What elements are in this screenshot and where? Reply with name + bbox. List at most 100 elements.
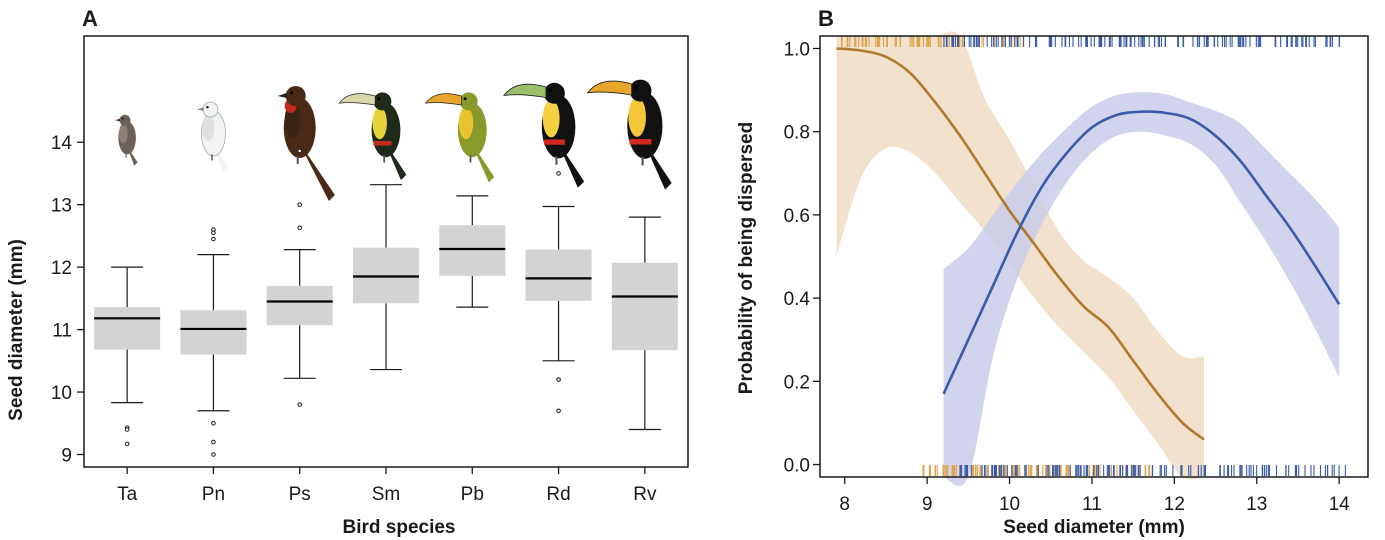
panel-b-confidence-bands (836, 31, 1340, 486)
bird-eye (206, 106, 209, 109)
panel-b-x-axis-label: Seed diameter (mm) (1003, 517, 1185, 538)
channel-billed-toucan-icon (503, 82, 585, 188)
outlier-point (556, 408, 561, 414)
y-tick-label: 11 (52, 321, 72, 342)
bird-head (119, 114, 131, 126)
bird-eye (290, 91, 294, 95)
outlier-point (556, 171, 561, 176)
bird-eye (634, 85, 638, 90)
panel-b-rug-marks (841, 36, 1346, 476)
panel-b-y-axis-label: Probability of being dispersed (736, 122, 757, 394)
box-ps (266, 148, 333, 407)
bird-head (373, 92, 392, 111)
bird-chest (458, 106, 474, 140)
small-brown-bird-icon (115, 114, 138, 166)
x-tick-label: 8 (839, 494, 850, 515)
bird-head (202, 101, 219, 118)
outlier-point (124, 441, 130, 447)
box-ta (94, 266, 161, 447)
yellow-toucanet-icon (424, 92, 495, 183)
y-tick-label: 9 (61, 446, 72, 467)
guan-icon (277, 86, 335, 201)
bird-head (543, 82, 565, 104)
iqr-box (611, 262, 678, 351)
iqr-box (180, 310, 247, 355)
bird-head (629, 79, 652, 102)
x-tick-label: Sm (372, 484, 401, 505)
y-tick-label: 1.0 (784, 39, 810, 60)
bird-bill (586, 80, 633, 96)
x-tick-label: Pb (461, 484, 484, 505)
panel-a-axes: 9 10 11 12 13 14 Ta Pn Ps Sm Pb Rd Rv (51, 133, 657, 505)
bird-eye (377, 97, 381, 101)
bird-head (285, 86, 306, 106)
bird-band (543, 139, 565, 145)
x-tick-label: 11 (1082, 494, 1102, 515)
y-tick-label: 10 (51, 383, 72, 404)
x-tick-label: Ta (117, 484, 138, 505)
bird-tail (297, 140, 335, 201)
bird-eye (463, 97, 467, 101)
green-billed-toucan-icon (586, 79, 672, 190)
bird-chest (202, 114, 215, 141)
outlier-point (124, 427, 130, 432)
bird-band (373, 141, 392, 146)
panel-b-label: B (818, 6, 834, 31)
y-tick-label: 0.4 (784, 289, 811, 310)
bird-chest (372, 106, 387, 140)
box-rd (525, 171, 592, 414)
panel-b-plot-frame (819, 35, 1369, 478)
x-tick-label: Rv (633, 484, 657, 505)
bird-bill (338, 93, 376, 106)
y-tick-label: 0.2 (784, 372, 810, 393)
bird-bill (196, 107, 204, 111)
series-1-fitted-line (942, 110, 1341, 395)
y-tick-label: 13 (51, 196, 72, 217)
box-sm (353, 184, 419, 371)
outlier-point (211, 452, 216, 457)
outlier-point (211, 439, 216, 445)
x-tick-label: Pn (202, 484, 225, 505)
x-tick-label: 13 (1246, 494, 1267, 515)
y-tick-label: 0.8 (784, 123, 810, 144)
outlier-point (297, 148, 303, 154)
outlier-point (297, 225, 303, 231)
panel-a-y-axis-label: Seed diameter (mm) (6, 239, 27, 421)
iqr-box (94, 307, 161, 350)
outlier-point (211, 236, 216, 242)
bird-chest (542, 99, 560, 138)
iqr-box (439, 225, 506, 276)
x-tick-label: 12 (1164, 494, 1185, 515)
bird-chest (118, 123, 128, 144)
bird-chest (628, 97, 646, 137)
bird-head (459, 92, 478, 111)
series-1-confidence-band (943, 92, 1340, 486)
bird-eye (548, 88, 552, 92)
panel-b-fitted-lines (836, 47, 1341, 441)
outlier-point (211, 420, 216, 426)
outlier-point (556, 377, 561, 382)
outlier-point (297, 202, 303, 207)
x-tick-label: 9 (922, 494, 933, 515)
panel-a-x-axis-label: Bird species (343, 517, 456, 538)
outlier-point (211, 230, 216, 236)
x-tick-label: Rd (546, 484, 570, 505)
bird-bill (424, 93, 462, 106)
panel-a-label: A (82, 6, 98, 31)
y-tick-label: 12 (51, 258, 72, 279)
bird-bill (277, 93, 287, 98)
bird-band (629, 139, 652, 145)
series-0-fitted-line (836, 47, 1205, 441)
panel-a-bird-illustrations (115, 79, 672, 201)
x-tick-label: 10 (999, 494, 1020, 515)
white-bellbird-icon (196, 101, 228, 172)
y-tick-label: 0.0 (784, 456, 810, 477)
box-pb (439, 195, 506, 308)
panel-b-axes: 0.0 0.2 0.4 0.6 0.8 1.0 8 9 10 11 12 13 14 (784, 39, 1351, 515)
bird-bill (503, 83, 547, 98)
bird-bill (115, 118, 120, 122)
y-tick-label: 0.6 (784, 206, 810, 227)
box-pn (180, 227, 247, 457)
iqr-box (266, 285, 333, 326)
